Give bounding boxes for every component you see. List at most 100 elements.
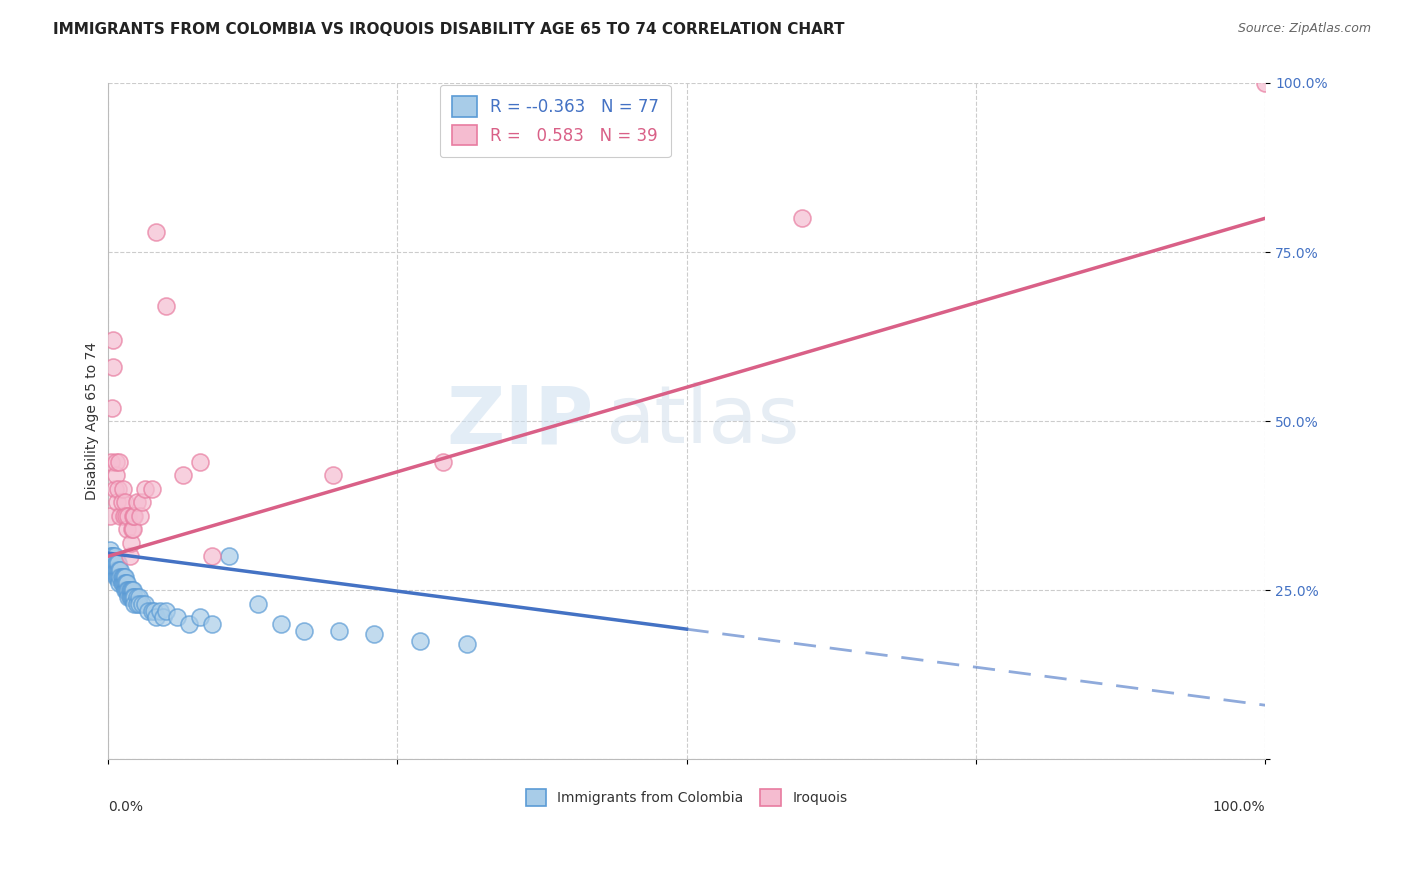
Point xyxy=(104,570,127,584)
Point xyxy=(105,570,128,584)
Point xyxy=(114,576,136,591)
Point xyxy=(103,563,125,577)
Point xyxy=(118,583,141,598)
Point xyxy=(98,508,121,523)
Point xyxy=(112,508,135,523)
Point xyxy=(120,583,142,598)
Legend: Immigrants from Colombia, Iroquois: Immigrants from Colombia, Iroquois xyxy=(519,782,855,814)
Point xyxy=(112,576,135,591)
Point xyxy=(125,495,148,509)
Point xyxy=(101,401,124,415)
Point xyxy=(108,570,131,584)
Point xyxy=(114,570,136,584)
Point xyxy=(114,583,136,598)
Point xyxy=(105,495,128,509)
Point xyxy=(270,617,292,632)
Point xyxy=(129,508,152,523)
Point xyxy=(363,627,385,641)
Point xyxy=(456,637,478,651)
Point xyxy=(294,624,316,638)
Text: Source: ZipAtlas.com: Source: ZipAtlas.com xyxy=(1237,22,1371,36)
Point xyxy=(107,570,129,584)
Point xyxy=(100,549,122,564)
Point xyxy=(110,570,132,584)
Point xyxy=(117,522,139,536)
Point xyxy=(145,225,167,239)
Point xyxy=(117,583,139,598)
Point xyxy=(111,482,134,496)
Point xyxy=(104,455,127,469)
Point xyxy=(128,597,150,611)
Point xyxy=(177,617,200,632)
Point xyxy=(141,482,163,496)
Point xyxy=(247,597,270,611)
Point xyxy=(110,576,132,591)
Point xyxy=(131,495,153,509)
Point xyxy=(98,556,121,570)
Point xyxy=(108,455,131,469)
Point xyxy=(108,563,131,577)
Point xyxy=(409,634,432,648)
Point xyxy=(134,597,156,611)
Point xyxy=(103,549,125,564)
Point xyxy=(792,211,814,226)
Point xyxy=(117,508,139,523)
Point xyxy=(110,563,132,577)
Point xyxy=(122,597,145,611)
Point xyxy=(122,508,145,523)
Point xyxy=(188,610,211,624)
Point xyxy=(114,495,136,509)
Point xyxy=(432,455,454,469)
Point xyxy=(121,583,143,598)
Point xyxy=(111,576,134,591)
Point xyxy=(100,455,122,469)
Point xyxy=(155,299,177,313)
Point xyxy=(107,556,129,570)
Point xyxy=(328,624,350,638)
Point xyxy=(122,583,145,598)
Point xyxy=(121,590,143,604)
Point xyxy=(98,542,121,557)
Point xyxy=(121,522,143,536)
Point xyxy=(103,482,125,496)
Point xyxy=(134,482,156,496)
Point xyxy=(110,570,132,584)
Point xyxy=(115,576,138,591)
Point xyxy=(118,549,141,564)
Point xyxy=(101,549,124,564)
Point xyxy=(107,563,129,577)
Point xyxy=(149,603,172,617)
Point xyxy=(108,576,131,591)
Point xyxy=(172,468,194,483)
Point xyxy=(104,563,127,577)
Point xyxy=(110,508,132,523)
Point xyxy=(103,556,125,570)
Point xyxy=(97,549,120,564)
Point xyxy=(155,603,177,617)
Point xyxy=(111,570,134,584)
Point xyxy=(136,603,159,617)
Point xyxy=(122,590,145,604)
Point xyxy=(122,590,145,604)
Point xyxy=(188,455,211,469)
Point xyxy=(218,549,240,564)
Point xyxy=(110,495,132,509)
Point xyxy=(120,590,142,604)
Point xyxy=(117,583,139,598)
Text: atlas: atlas xyxy=(606,382,800,460)
Text: 100.0%: 100.0% xyxy=(1213,800,1265,814)
Point xyxy=(201,549,224,564)
Point xyxy=(115,583,138,598)
Point xyxy=(166,610,188,624)
Point xyxy=(1254,76,1277,90)
Text: ZIP: ZIP xyxy=(447,382,593,460)
Point xyxy=(128,590,150,604)
Point xyxy=(117,576,139,591)
Point xyxy=(101,563,124,577)
Point xyxy=(103,563,125,577)
Point xyxy=(117,590,139,604)
Point xyxy=(112,570,135,584)
Point xyxy=(322,468,344,483)
Point xyxy=(122,508,145,523)
Point xyxy=(115,508,138,523)
